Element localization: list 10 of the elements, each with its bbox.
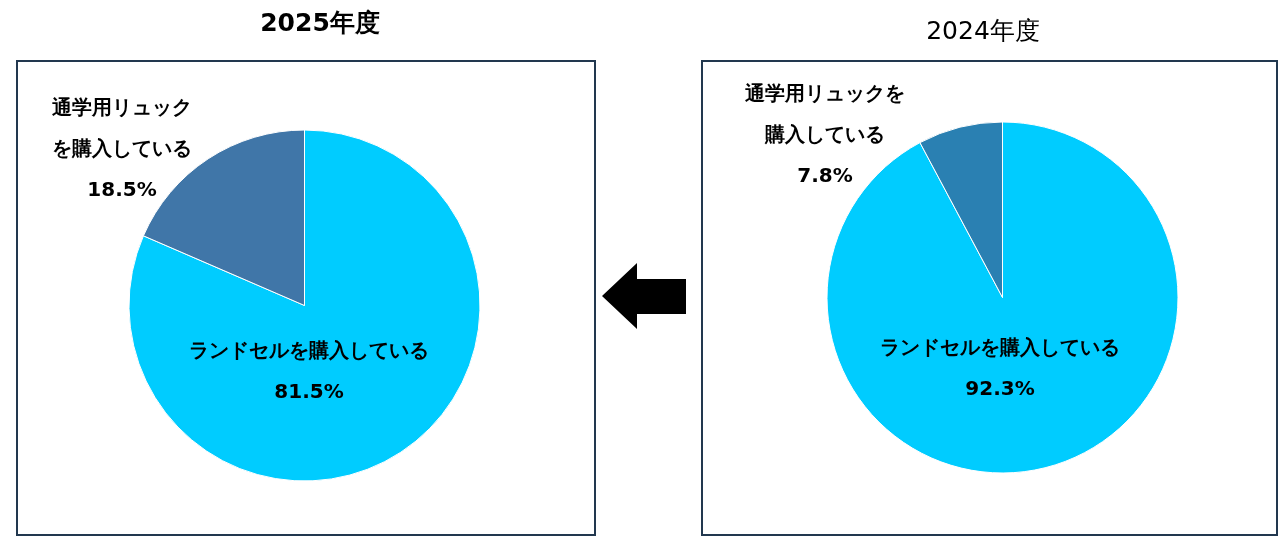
data-label: 18.5% bbox=[86, 175, 158, 203]
slice-label: 通学用リュックを購入している bbox=[744, 79, 906, 148]
chart-title: 2024年度 bbox=[926, 14, 1040, 47]
slice-label: ランドセルを購入している bbox=[189, 337, 429, 364]
data-label: 7.8% bbox=[796, 161, 854, 189]
slice-label: 通学用リュックを購入している bbox=[51, 93, 193, 162]
data-label: 81.5% bbox=[273, 378, 345, 405]
chart-title: 2025年度 bbox=[260, 6, 380, 39]
data-label: 92.3% bbox=[964, 375, 1036, 402]
slice-label: ランドセルを購入している bbox=[880, 334, 1120, 361]
